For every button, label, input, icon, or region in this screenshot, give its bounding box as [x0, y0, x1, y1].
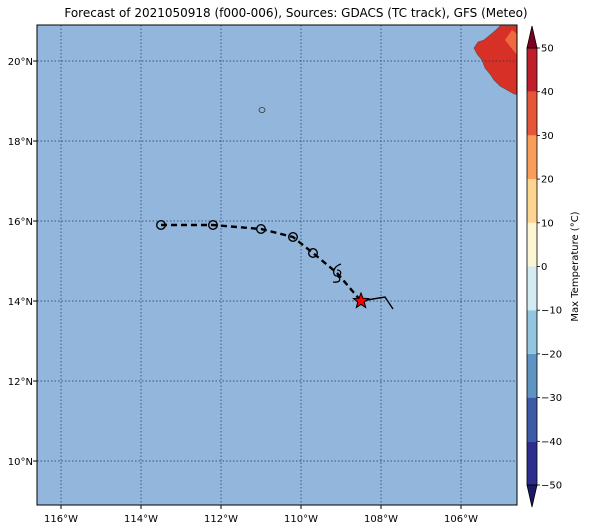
colorbar-segment: [527, 48, 537, 92]
lon-tick-label: 110°W: [284, 514, 318, 525]
lon-tick-label: 108°W: [364, 514, 398, 525]
track-point-circle: [256, 223, 267, 234]
lon-tick-label: 106°W: [444, 514, 478, 525]
island: [258, 107, 266, 113]
colorbar-segment: [527, 91, 537, 136]
lat-tick-label: 14°N: [8, 297, 33, 308]
colorbar-over-arrow: [526, 25, 538, 49]
colorbar-segment: [527, 179, 537, 223]
cyclone-icon: [332, 263, 342, 283]
map-frame: [36, 24, 518, 506]
colorbar-segment: [527, 353, 537, 398]
lat-tick-label: 12°N: [8, 377, 33, 388]
land-warm-area: [505, 30, 517, 55]
ocean: [37, 25, 517, 505]
track-point-circle: [288, 231, 299, 242]
colorbar-segment: [527, 441, 537, 485]
colorbar-tick-label: −10: [541, 306, 562, 317]
colorbar-segment: [527, 397, 537, 442]
current-position-star-icon: [352, 291, 370, 309]
colorbar-tick-label: 50: [541, 44, 554, 55]
colorbar-tick-label: −40: [541, 437, 562, 448]
forecast-track-line: [161, 223, 362, 302]
colorbar-tick-label: 20: [541, 175, 554, 186]
lat-tick-label: 16°N: [8, 217, 33, 228]
track-point-circle: [155, 219, 166, 230]
track-point-circle: [207, 219, 218, 230]
chart-title: Forecast of 2021050918 (f000-006), Sourc…: [64, 6, 528, 20]
colorbar-segment: [527, 266, 537, 311]
lat-tick-label: 20°N: [8, 57, 33, 68]
lat-tick-label: 10°N: [8, 457, 33, 468]
lon-tick-label: 112°W: [204, 514, 238, 525]
colorbar-under-arrow: [526, 484, 538, 508]
lon-tick-label: 114°W: [124, 514, 158, 525]
colorbar-tick-label: 40: [541, 87, 554, 98]
colorbar-segment: [527, 135, 537, 180]
lon-tick-label: 116°W: [44, 514, 78, 525]
track-point-circle: [308, 247, 319, 258]
colorbar-tick-label: −20: [541, 349, 562, 360]
colorbar-tick-label: −30: [541, 393, 562, 404]
colorbar-segment: [527, 310, 537, 354]
colorbar-tick-label: 0: [541, 262, 547, 273]
land-area: [473, 25, 517, 95]
map-content: [37, 25, 517, 505]
lat-tick-label: 18°N: [8, 137, 33, 148]
map-area: 116°W 114°W 112°W 110°W 108°W 106°W 10°N 12°N 14…: [8, 24, 518, 525]
colorbar-tick-label: 30: [541, 131, 554, 142]
colorbar-segment: [527, 222, 537, 267]
colorbar-tick-label: 10: [541, 218, 554, 229]
colorbar-tick-label: −50: [541, 481, 562, 492]
colorbar-label: Max Temperature (°C): [570, 211, 581, 321]
colorbar: −50 −40 −30 −20 −10 0 10 20 30 40 50 Max Temperatur…: [526, 25, 581, 508]
